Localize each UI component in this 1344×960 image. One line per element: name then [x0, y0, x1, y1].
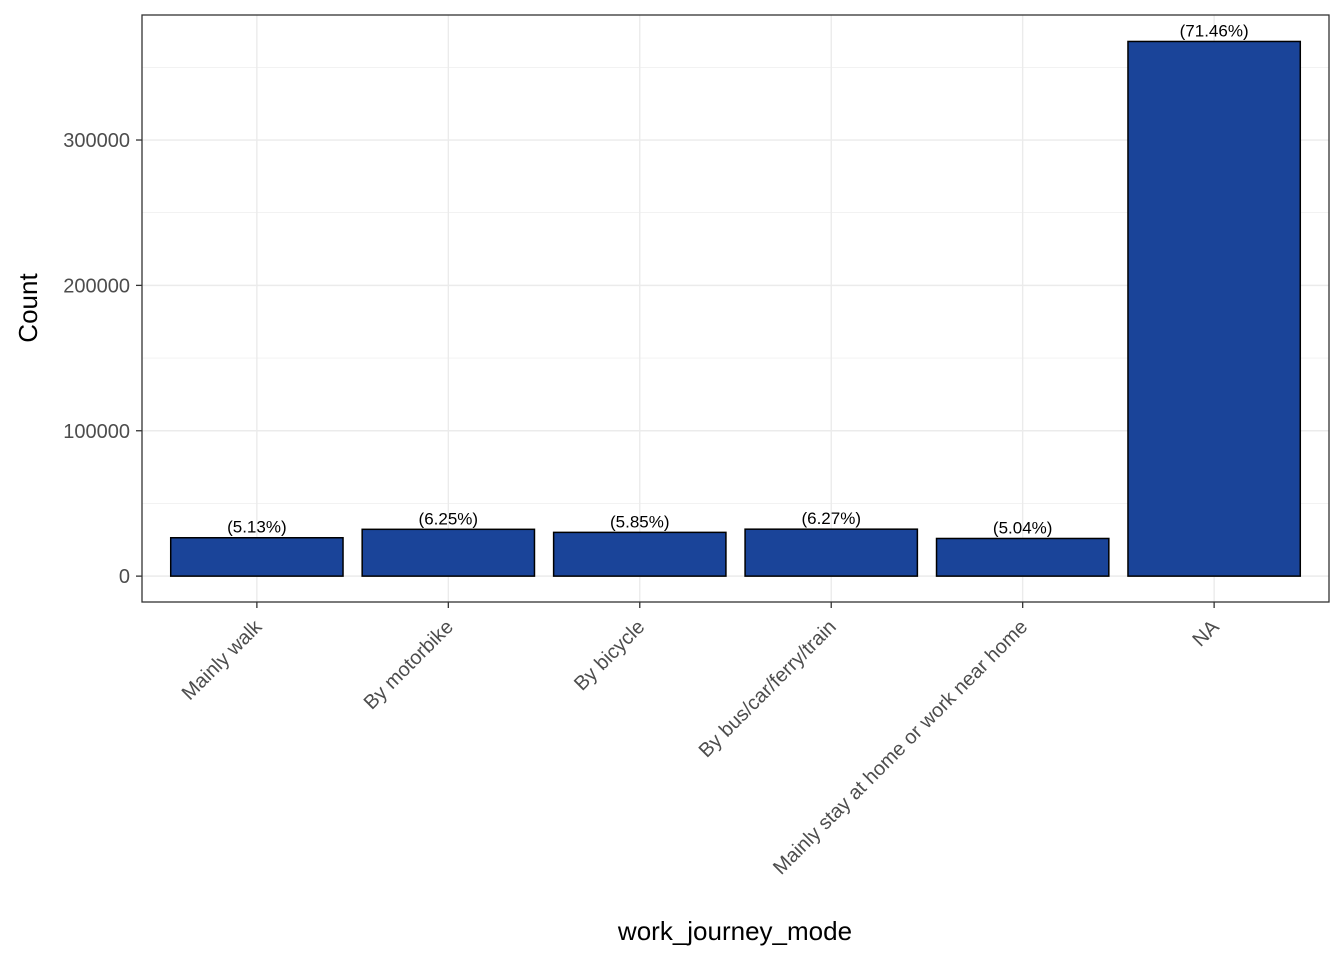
- data-label: (5.04%): [993, 518, 1053, 537]
- bar: [361, 528, 536, 577]
- y-axis: 0 100000 200000 300000: [63, 130, 142, 588]
- data-label: (71.46%): [1180, 21, 1249, 40]
- bar: [744, 528, 919, 577]
- panel-border: [141, 14, 1330, 603]
- y-axis-title: Count: [13, 273, 43, 343]
- y-tick-label: 0: [119, 566, 130, 588]
- data-label: (5.13%): [227, 518, 287, 537]
- data-label: (6.27%): [801, 509, 861, 528]
- y-tick-label: 100000: [63, 421, 130, 443]
- x-axis: Mainly walk By motorbike By bicycle By bus/…: [178, 602, 1224, 879]
- bars: [169, 40, 1302, 577]
- x-tick-label: By bus/car/ferry/train: [695, 616, 841, 762]
- bar: [169, 536, 344, 577]
- bar: [1127, 40, 1302, 577]
- data-labels: (5.13%) (6.25%) (5.85%) (6.27%) (5.04%) (71.4…: [227, 21, 1249, 537]
- x-tick-label: Mainly walk: [178, 615, 267, 704]
- y-tick-label: 200000: [63, 275, 130, 297]
- x-tick-label: By motorbike: [360, 616, 458, 714]
- bar: [552, 531, 727, 577]
- x-tick-label: NA: [1188, 616, 1224, 652]
- x-axis-title: work_journey_mode: [617, 916, 852, 946]
- bar: [935, 537, 1110, 577]
- y-tick-label: 300000: [63, 130, 130, 152]
- data-label: (5.85%): [610, 512, 670, 531]
- data-label: (6.25%): [419, 509, 479, 528]
- x-tick-label: By bicycle: [570, 616, 649, 695]
